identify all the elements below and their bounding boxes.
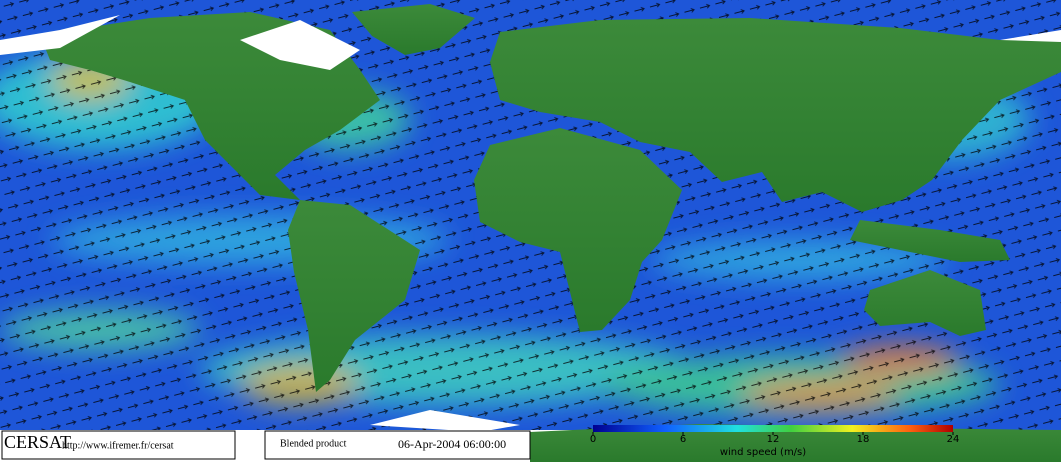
ice <box>0 15 1061 432</box>
colorbar-ramp <box>593 425 953 432</box>
url: http://www.ifremer.fr/cersat <box>62 440 174 451</box>
colorbar-tick-label: 6 <box>680 434 686 445</box>
colorbar-tick-label: 18 <box>857 434 870 445</box>
footer-strip: CERSAT http://www.ifremer.fr/cersat Blen… <box>0 430 531 462</box>
product: Blended product <box>280 438 347 449</box>
logo: CERSAT <box>4 432 71 452</box>
colorbar: wind speed (m/s) 0 6 12 18 24 <box>590 425 960 458</box>
colorbar-tick-label: 0 <box>590 434 596 445</box>
datetime: 06-Apr-2004 06:00:00 <box>398 437 506 451</box>
colorbar-tick-label: 24 <box>947 434 960 445</box>
colorbar-tick-label: 12 <box>767 434 780 445</box>
colorbar-label: wind speed (m/s) <box>720 447 806 458</box>
